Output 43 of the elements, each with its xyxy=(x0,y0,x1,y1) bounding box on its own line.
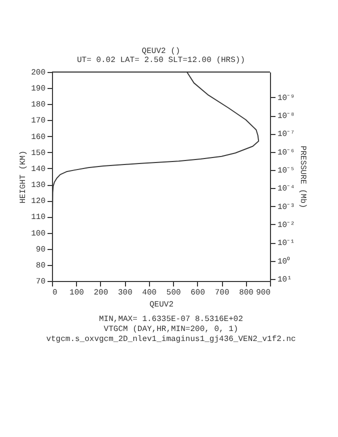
x-tick-label: 600 xyxy=(190,288,206,298)
chart-title: QEUV2 () xyxy=(142,47,180,56)
y-tick-label: 70 xyxy=(36,278,46,286)
y-tick-label: 200 xyxy=(31,68,46,78)
y-tick-label: 120 xyxy=(31,197,46,206)
text: VTGCM (DAY,HR,MIN=200, 0, 1) xyxy=(104,325,238,334)
y2-tick-label: 10⁰ xyxy=(278,256,290,266)
x-tick-label: 0 xyxy=(52,288,58,298)
y-tick-label: 110 xyxy=(31,213,46,222)
y-tick-label: 140 xyxy=(31,164,46,174)
y2-tick-label: 10⁻⁶ xyxy=(278,148,295,158)
y2-tick-label: 10⁻⁷ xyxy=(278,130,295,140)
y2-axis-title: PRESSURE (Mb) xyxy=(298,146,307,208)
y-tick-label: 170 xyxy=(31,116,46,126)
x-tick-label: 100 xyxy=(70,288,84,298)
x-tick-label: 800 xyxy=(239,288,254,298)
x-tick-label: 700 xyxy=(214,288,230,298)
y2-tick-label: 10¹ xyxy=(278,275,292,284)
chart-subtitle: UT= 0.02 LAT= 2.50 SLT=12.00 (HRS)) xyxy=(76,56,246,65)
y-tick-label: 180 xyxy=(31,100,46,110)
y-tick-label: 150 xyxy=(31,148,46,158)
y-tick-label: 160 xyxy=(31,132,46,142)
x-axis-title: QEUV2 xyxy=(149,300,174,310)
y-tick-label: 90 xyxy=(36,245,46,254)
y2-tick-label: 10⁻⁸ xyxy=(278,112,295,122)
y2-tick-label: 10⁻⁹ xyxy=(278,94,295,103)
x-tick-label: 500 xyxy=(166,288,182,298)
x-tick-label: 200 xyxy=(94,288,108,298)
y2-tick-label: 10⁻¹ xyxy=(278,239,295,248)
y-axis-title: HEIGHT (KM) xyxy=(19,150,28,204)
x-tick-label: 400 xyxy=(142,288,157,298)
y-tick-label: 130 xyxy=(31,181,46,190)
y-tick-label: 80 xyxy=(36,261,46,270)
y2-tick-label: 10⁻² xyxy=(278,220,295,230)
y2-tick-label: 10⁻⁴ xyxy=(278,184,295,194)
y2-tick-label: 10⁻³ xyxy=(278,202,295,212)
y-tick-label: 100 xyxy=(31,229,46,238)
x-tick-label: 900 xyxy=(256,288,271,298)
x-tick-label: 300 xyxy=(118,288,133,298)
text: MIN,MAX= 1.6335E-07 8.5316E+02 xyxy=(98,315,244,324)
y2-tick-label: 10⁻⁵ xyxy=(278,166,295,176)
text: vtgcm.s_oxvgcm_2D_nlev1_imaginus1_gj436_VEN2_v1f2.nc xyxy=(46,335,296,344)
y-tick-label: 190 xyxy=(31,84,46,94)
